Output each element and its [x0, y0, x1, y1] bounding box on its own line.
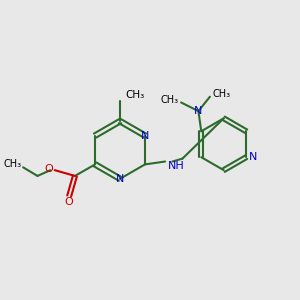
- Text: N: N: [141, 130, 149, 141]
- Text: N: N: [249, 152, 257, 162]
- Text: CH₃: CH₃: [213, 89, 231, 99]
- Text: CH₃: CH₃: [4, 159, 22, 170]
- Text: O: O: [65, 197, 74, 207]
- Text: CH₃: CH₃: [126, 90, 145, 100]
- Text: N: N: [194, 106, 202, 116]
- Text: NH: NH: [168, 161, 185, 171]
- Text: CH₃: CH₃: [160, 94, 178, 105]
- Text: O: O: [45, 164, 53, 174]
- Text: N: N: [116, 174, 124, 184]
